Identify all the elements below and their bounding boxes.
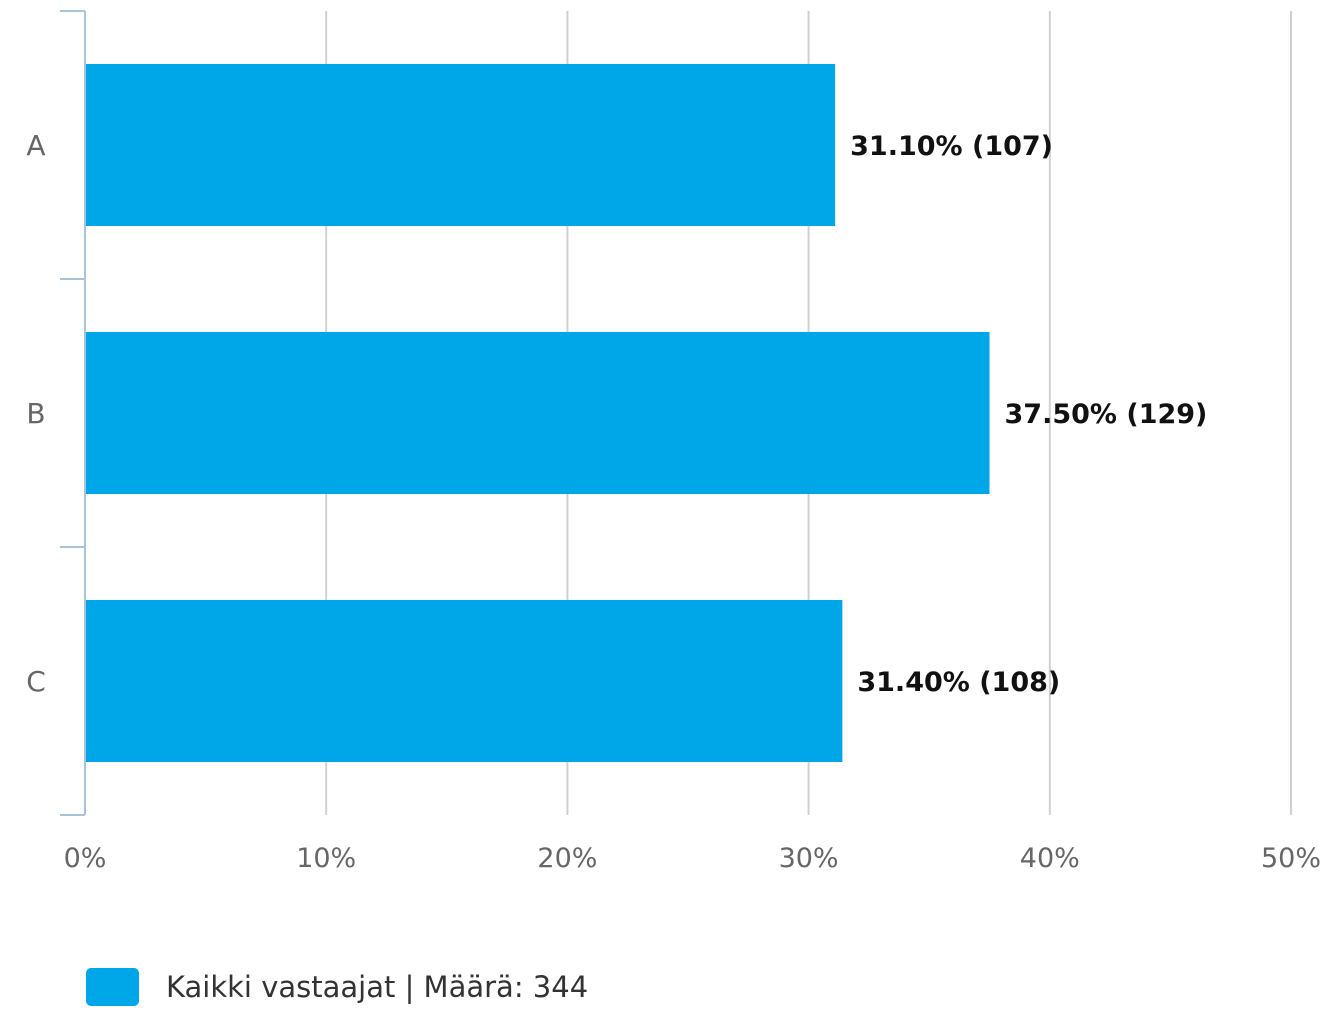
category-axis xyxy=(60,10,86,816)
data-labels: 31.10% (107) 37.50% (129) 31.40% (108) xyxy=(850,131,1207,698)
data-label-A: 31.10% (107) xyxy=(850,131,1053,162)
x-tick-label-40: 40% xyxy=(1020,843,1080,874)
data-label-C: 31.40% (108) xyxy=(857,667,1060,698)
category-label-B: B xyxy=(26,397,45,430)
x-tick-label-20: 20% xyxy=(537,843,597,874)
category-label-C: C xyxy=(26,665,46,698)
bars xyxy=(86,64,990,762)
bar-B[interactable] xyxy=(86,332,990,494)
x-tick-label-0: 0% xyxy=(64,843,107,874)
category-label-A: A xyxy=(26,129,45,162)
bar-chart: 31.10% (107) 37.50% (129) 31.40% (108) A B C… xyxy=(26,10,1321,874)
bar-A[interactable] xyxy=(86,64,836,226)
x-tick-label-50: 50% xyxy=(1261,843,1321,874)
legend-label[interactable]: Kaikki vastaajat | Määrä: 344 xyxy=(166,970,589,1004)
bar-C[interactable] xyxy=(86,600,843,762)
x-tick-label-10: 10% xyxy=(296,843,356,874)
x-tick-label-30: 30% xyxy=(779,843,839,874)
category-labels: A B C xyxy=(26,129,46,698)
tick-labels: 0% 10% 20% 30% 40% 50% xyxy=(64,843,1321,874)
legend[interactable]: Kaikki vastaajat | Määrä: 344 xyxy=(86,968,588,1006)
legend-swatch[interactable] xyxy=(86,968,139,1006)
data-label-B: 37.50% (129) xyxy=(1005,399,1208,430)
